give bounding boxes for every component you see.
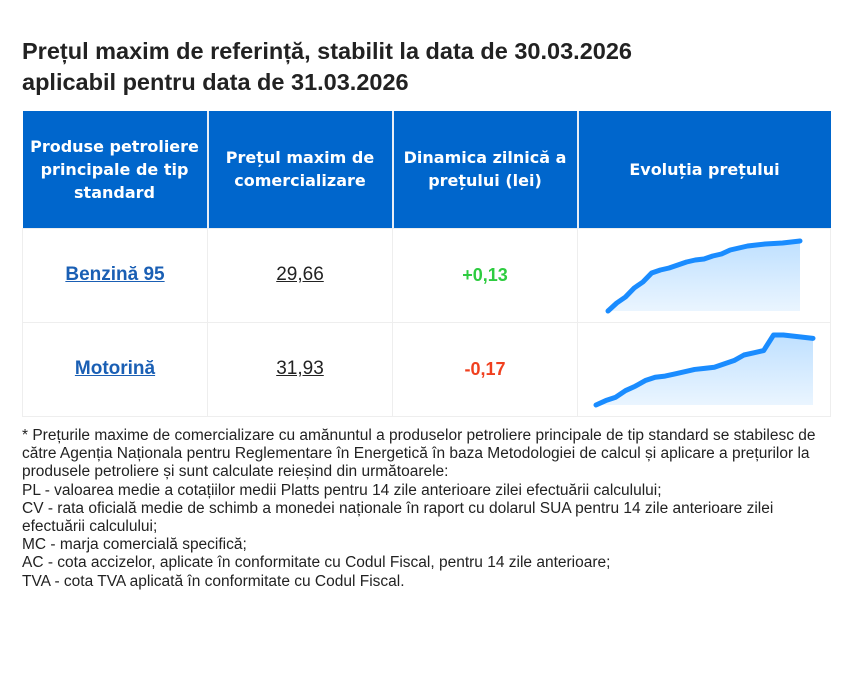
change-cell: -0,17	[392, 321, 578, 417]
title-line-2: aplicabil pentru data de 31.03.2026	[22, 69, 409, 95]
change-cell: +0,13	[392, 227, 578, 323]
table-row: Motorină 31,93 -0,17	[22, 321, 831, 417]
footnotes: * Prețurile maxime de comercializare cu …	[22, 427, 832, 591]
header-price-evolution: Evoluția prețului	[577, 111, 831, 228]
price-value[interactable]: 29,66	[276, 264, 324, 285]
footnote-pl: PL - valoarea medie a cotațiilor medii P…	[22, 481, 662, 499]
daily-change-value: +0,13	[462, 264, 508, 285]
footnote-tva: TVA - cota TVA aplicată în conformitate …	[22, 572, 405, 590]
title-line-1: Prețul maxim de referință, stabilit la d…	[22, 38, 632, 64]
header-daily-change: Dinamica zilnică a prețului (lei)	[392, 111, 579, 228]
daily-change-value: -0,17	[464, 358, 506, 379]
sparkline-chart	[605, 238, 803, 314]
evolution-cell	[577, 227, 831, 323]
sparkline-line	[605, 238, 803, 314]
product-link-benzina-95[interactable]: Benzină 95	[65, 264, 165, 285]
evolution-cell	[577, 321, 831, 417]
price-value[interactable]: 31,93	[276, 358, 324, 379]
price-cell: 29,66	[207, 227, 393, 323]
sparkline-chart	[593, 332, 815, 408]
table-row: Benzină 95 29,66 +0,13	[22, 227, 831, 323]
sparkline-line	[593, 332, 815, 408]
page-title: Prețul maxim de referință, stabilit la d…	[22, 36, 842, 98]
footnote-intro: * Prețurile maxime de comercializare cu …	[22, 427, 816, 481]
footnote-cv: CV - rata oficială medie de schimb a mon…	[22, 499, 774, 536]
product-cell: Motorină	[22, 321, 208, 417]
product-link-motorina[interactable]: Motorină	[74, 358, 156, 379]
product-cell: Benzină 95	[22, 227, 208, 323]
footnote-mc: MC - marja comercială specifică;	[22, 536, 247, 554]
header-products: Produse petroliere principale de tip sta…	[22, 111, 209, 228]
footnote-ac: AC - cota accizelor, aplicate în conform…	[22, 554, 611, 572]
price-cell: 31,93	[207, 321, 393, 417]
header-max-price: Prețul maxim de comercializare	[207, 111, 394, 228]
table-header-row: Produse petroliere principale de tip sta…	[22, 111, 831, 228]
fuel-price-table: Produse petroliere principale de tip sta…	[22, 111, 831, 417]
sparkline-area	[608, 241, 800, 311]
